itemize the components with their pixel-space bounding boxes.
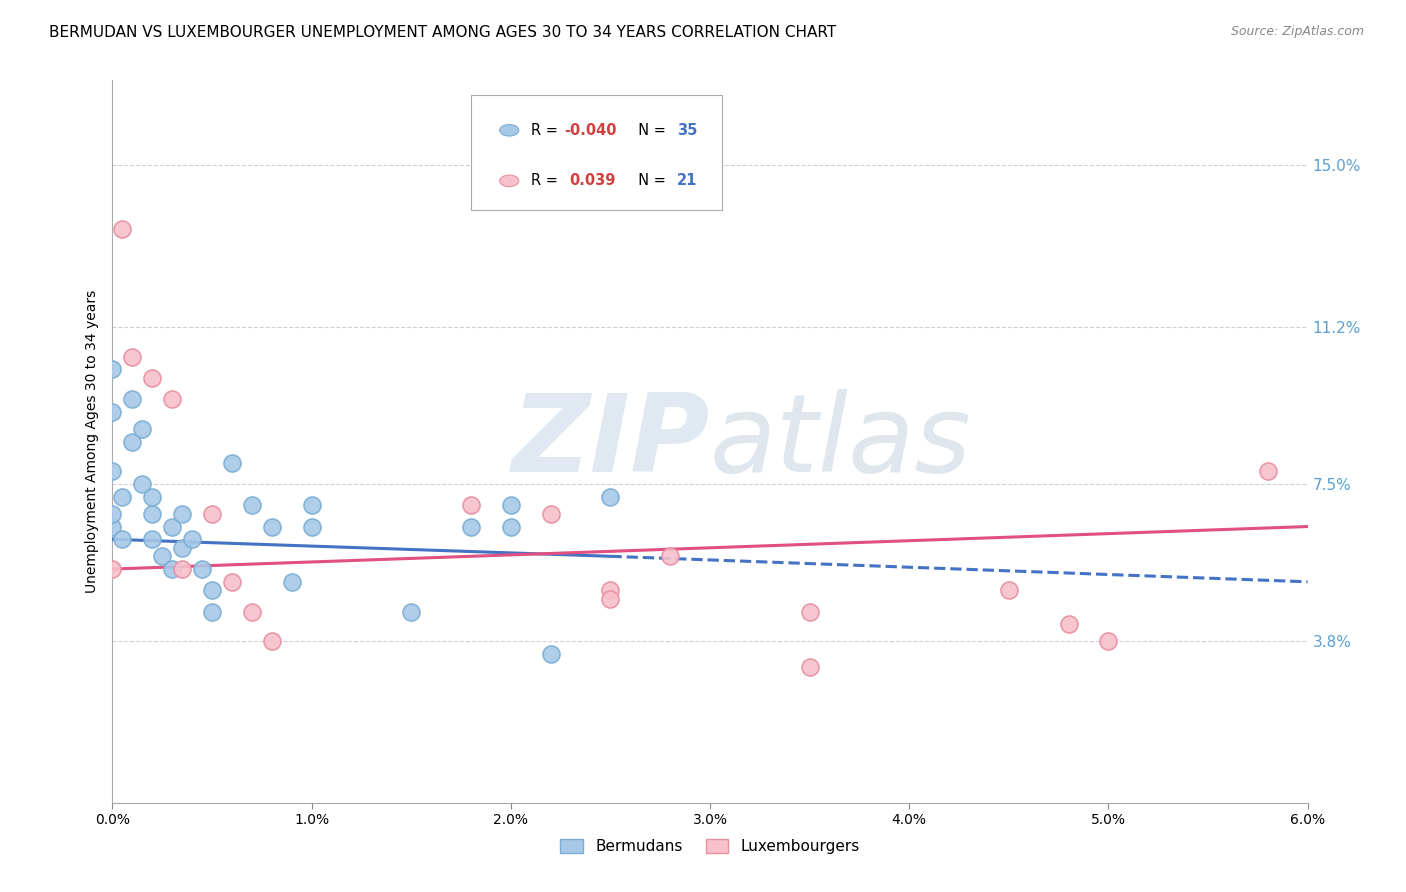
Text: atlas: atlas — [710, 389, 972, 494]
Point — [141, 371, 163, 385]
Point — [131, 422, 153, 436]
Point — [101, 405, 124, 419]
Point — [301, 498, 323, 512]
Text: R =: R = — [531, 123, 562, 137]
Point — [121, 350, 143, 364]
Point — [599, 490, 621, 504]
Point — [181, 533, 204, 547]
Y-axis label: Unemployment Among Ages 30 to 34 years: Unemployment Among Ages 30 to 34 years — [84, 290, 98, 593]
Point — [201, 507, 224, 521]
Point — [260, 519, 283, 533]
Text: 35: 35 — [676, 123, 697, 137]
Point — [201, 583, 224, 598]
Point — [172, 541, 194, 555]
Point — [191, 562, 214, 576]
Point — [141, 533, 163, 547]
Point — [101, 562, 124, 576]
Point — [141, 490, 163, 504]
Text: N =: N = — [628, 173, 671, 188]
Point — [1257, 464, 1279, 478]
Point — [460, 498, 482, 512]
Point — [162, 392, 183, 406]
Point — [101, 362, 124, 376]
Point — [121, 434, 143, 449]
Point — [499, 519, 522, 533]
Point — [799, 605, 821, 619]
Point — [260, 634, 283, 648]
Point — [111, 490, 134, 504]
FancyBboxPatch shape — [471, 95, 723, 211]
Point — [111, 222, 134, 236]
Point — [540, 647, 562, 661]
Legend: Bermudans, Luxembourgers: Bermudans, Luxembourgers — [554, 833, 866, 860]
Point — [141, 507, 163, 521]
Point — [659, 549, 682, 564]
Point — [150, 549, 173, 564]
Point — [499, 498, 522, 512]
Point — [162, 562, 183, 576]
Point — [172, 507, 194, 521]
Text: ZIP: ZIP — [512, 389, 710, 494]
Text: 21: 21 — [676, 173, 697, 188]
Circle shape — [499, 175, 519, 186]
Point — [111, 533, 134, 547]
Point — [540, 507, 562, 521]
Text: BERMUDAN VS LUXEMBOURGER UNEMPLOYMENT AMONG AGES 30 TO 34 YEARS CORRELATION CHAR: BERMUDAN VS LUXEMBOURGER UNEMPLOYMENT AM… — [49, 25, 837, 40]
Point — [240, 605, 263, 619]
Point — [101, 507, 124, 521]
Point — [101, 464, 124, 478]
Point — [1057, 617, 1080, 632]
Point — [599, 591, 621, 606]
Point — [121, 392, 143, 406]
Point — [599, 583, 621, 598]
Text: Source: ZipAtlas.com: Source: ZipAtlas.com — [1230, 25, 1364, 38]
Point — [221, 456, 243, 470]
Point — [201, 605, 224, 619]
Point — [401, 605, 423, 619]
Text: N =: N = — [628, 123, 671, 137]
Text: R =: R = — [531, 173, 567, 188]
Text: 0.039: 0.039 — [569, 173, 616, 188]
Text: -0.040: -0.040 — [564, 123, 617, 137]
Point — [162, 519, 183, 533]
Circle shape — [499, 125, 519, 136]
Point — [131, 477, 153, 491]
Point — [101, 519, 124, 533]
Point — [301, 519, 323, 533]
Point — [1097, 634, 1119, 648]
Point — [172, 562, 194, 576]
Point — [240, 498, 263, 512]
Point — [281, 574, 304, 589]
Point — [799, 660, 821, 674]
Point — [460, 519, 482, 533]
Point — [221, 574, 243, 589]
Point — [998, 583, 1021, 598]
